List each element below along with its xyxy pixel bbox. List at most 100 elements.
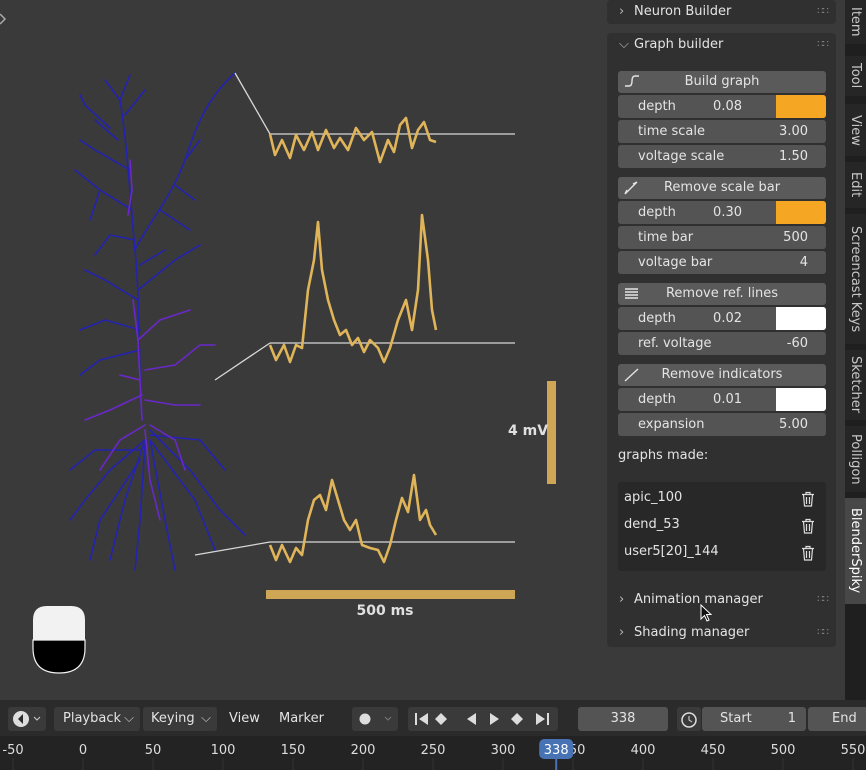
current-frame-field[interactable]: 338 — [578, 707, 668, 731]
graph-name[interactable]: dend_53 — [624, 517, 680, 532]
sidebar-tab[interactable]: BlenderSpiky — [845, 498, 866, 604]
property-value: 3.00 — [779, 124, 808, 139]
sidebar-tab[interactable]: Screencast Keys — [845, 214, 866, 344]
graphs-list — [618, 482, 826, 571]
property-label: time bar — [638, 230, 694, 245]
viewport-toggle[interactable] — [0, 13, 7, 25]
voltage-traces — [268, 116, 438, 564]
panel-header[interactable]: › Shading manager ∷∷ — [607, 621, 836, 645]
ruler-label: -50 — [2, 743, 23, 758]
ruler-label: 300 — [491, 743, 516, 758]
property-label: depth — [638, 99, 676, 114]
sidebar-tab[interactable]: Item — [845, 0, 866, 44]
property-row[interactable]: depth 0.08 — [618, 95, 826, 118]
neuron — [69, 72, 246, 571]
button-label: Remove indicators — [661, 367, 783, 382]
start-value: 1 — [787, 711, 796, 726]
ruler-label: 150 — [281, 743, 306, 758]
panel-title: Neuron Builder — [634, 4, 732, 19]
mouse-cursor — [700, 604, 713, 622]
end-frame-field[interactable]: End — [808, 707, 866, 731]
editor-type[interactable] — [8, 707, 46, 731]
property-row[interactable]: voltage scale 1.50 — [618, 145, 826, 168]
property-row[interactable]: depth 0.02 — [618, 307, 826, 330]
property-label: voltage bar — [638, 255, 713, 270]
ruler-label: 400 — [631, 743, 656, 758]
property-row[interactable]: depth 0.30 — [618, 201, 826, 224]
start-label: Start — [720, 711, 752, 726]
property-label: time scale — [638, 124, 705, 139]
operator-button[interactable]: Remove indicators — [618, 364, 826, 386]
property-row[interactable]: expansion 5.00 — [618, 413, 826, 436]
start-frame-field[interactable]: Start 1 — [702, 707, 806, 731]
viewport: 4 mV 500 ms — [0, 13, 556, 674]
ruler-label: 450 — [701, 743, 726, 758]
sidebar-tab[interactable]: Sketcher — [845, 350, 866, 420]
property-value: 500 — [783, 230, 808, 245]
property-value: 5.00 — [779, 417, 808, 432]
operator-button[interactable]: Build graph — [618, 71, 826, 93]
ruler-label: 500 — [771, 743, 796, 758]
preview-range-toggle[interactable] — [677, 707, 701, 731]
property-label: depth — [638, 392, 676, 407]
ruler-label: 550 — [841, 743, 866, 758]
menu-label: Keying — [151, 711, 195, 726]
panel-title: Graph builder — [634, 37, 724, 52]
graph-name[interactable]: apic_100 — [624, 490, 683, 505]
reference-lines — [194, 72, 515, 556]
property-row[interactable]: time scale 3.00 — [618, 120, 826, 143]
delete-button[interactable] — [800, 545, 816, 561]
property-value: 1.50 — [779, 149, 808, 164]
property-value: 0.30 — [713, 205, 742, 220]
menu-dropdown[interactable]: Playback ⌵ — [54, 707, 140, 731]
voltage-scale-label: 4 mV — [508, 423, 548, 439]
panel-header[interactable]: › Animation manager ∷∷ — [607, 588, 836, 612]
property-row[interactable]: time bar 500 — [618, 226, 826, 249]
color-swatch[interactable] — [776, 388, 826, 411]
delete-button[interactable] — [800, 518, 816, 534]
color-swatch[interactable] — [776, 201, 826, 224]
button-label: Build graph — [684, 74, 760, 89]
playhead-label: 338 — [544, 743, 569, 758]
color-swatch[interactable] — [776, 307, 826, 330]
panel-header[interactable]: › Neuron Builder ∷∷ — [607, 0, 836, 24]
operator-button[interactable]: Remove scale bar — [618, 177, 826, 199]
ruler-label: 250 — [421, 743, 446, 758]
time-scale-label: 500 ms — [356, 603, 413, 619]
button-icon — [624, 368, 639, 382]
graphs-made-label: graphs made: — [618, 448, 709, 463]
property-label: depth — [638, 205, 676, 220]
property-value: 0.08 — [713, 99, 742, 114]
operator-button[interactable]: Remove ref. lines — [618, 283, 826, 305]
delete-button[interactable] — [800, 491, 816, 507]
sidebar-tab[interactable]: View — [845, 104, 866, 156]
property-label: voltage scale — [638, 149, 725, 164]
graph-name[interactable]: user5[20]_144 — [624, 544, 719, 559]
view-gizmo[interactable] — [32, 606, 86, 674]
voltage-scale-bar — [547, 381, 556, 484]
property-row[interactable]: depth 0.01 — [618, 388, 826, 411]
panel-title: Shading manager — [634, 625, 750, 640]
menu[interactable]: Marker — [279, 711, 324, 726]
transport-controls[interactable] — [408, 707, 558, 731]
property-value: 4 — [799, 255, 808, 270]
button-icon — [624, 181, 638, 195]
time-scale-bar — [266, 590, 515, 599]
timeline-ruler: -50050100150200250300350400450500550338 — [0, 736, 866, 770]
sidebar-tab[interactable]: Polligon — [845, 426, 866, 492]
playhead[interactable] — [539, 739, 574, 759]
button-icon — [625, 75, 639, 87]
button-label: Remove ref. lines — [665, 286, 779, 301]
menu-dropdown[interactable]: Keying ⌵ — [143, 707, 217, 731]
property-label: depth — [638, 311, 676, 326]
property-row[interactable]: voltage bar 4 — [618, 251, 826, 274]
menu[interactable]: View — [229, 711, 260, 726]
record-button[interactable] — [352, 707, 398, 731]
menu-label: Playback — [63, 711, 122, 726]
panel-header[interactable]: ⌵ Graph builder ∷∷ — [607, 33, 836, 57]
sidebar-tab[interactable]: Tool — [845, 56, 866, 96]
property-row[interactable]: ref. voltage -60 — [618, 332, 826, 355]
sidebar-tab[interactable]: Edit — [845, 162, 866, 208]
color-swatch[interactable] — [776, 95, 826, 118]
